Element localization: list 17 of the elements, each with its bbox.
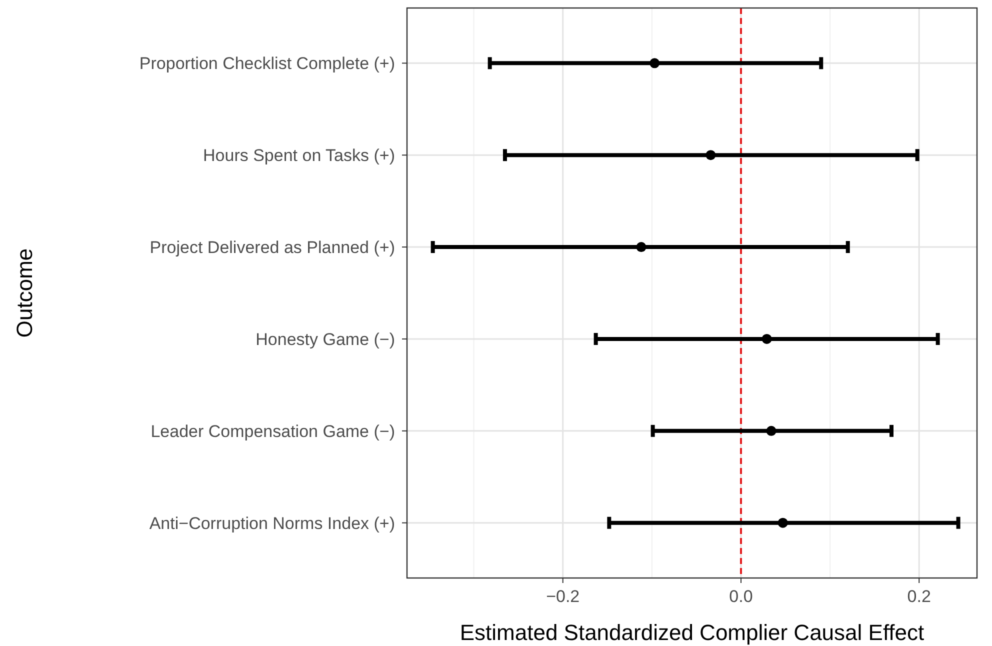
- point: [766, 426, 776, 436]
- point: [762, 334, 772, 344]
- x-tick-label: −0.2: [546, 587, 580, 606]
- y-axis-title: Outcome: [12, 248, 37, 338]
- y-tick-label: Hours Spent on Tasks (+): [203, 146, 395, 166]
- point: [650, 58, 660, 68]
- y-tick-label: Proportion Checklist Complete (+): [139, 54, 395, 74]
- y-tick-label: Anti−Corruption Norms Index (+): [149, 514, 395, 533]
- point: [778, 518, 788, 528]
- point: [636, 242, 646, 252]
- y-tick-label: Leader Compensation Game (−): [150, 422, 395, 441]
- x-tick-label: 0.0: [729, 587, 753, 606]
- y-tick-label: Honesty Game (−): [256, 330, 395, 349]
- x-axis-title: Estimated Standardized Complier Causal Effect: [460, 620, 924, 645]
- y-tick-label: Project Delivered as Planned (+): [150, 238, 395, 258]
- x-tick-label: 0.2: [907, 587, 931, 606]
- point: [706, 150, 716, 160]
